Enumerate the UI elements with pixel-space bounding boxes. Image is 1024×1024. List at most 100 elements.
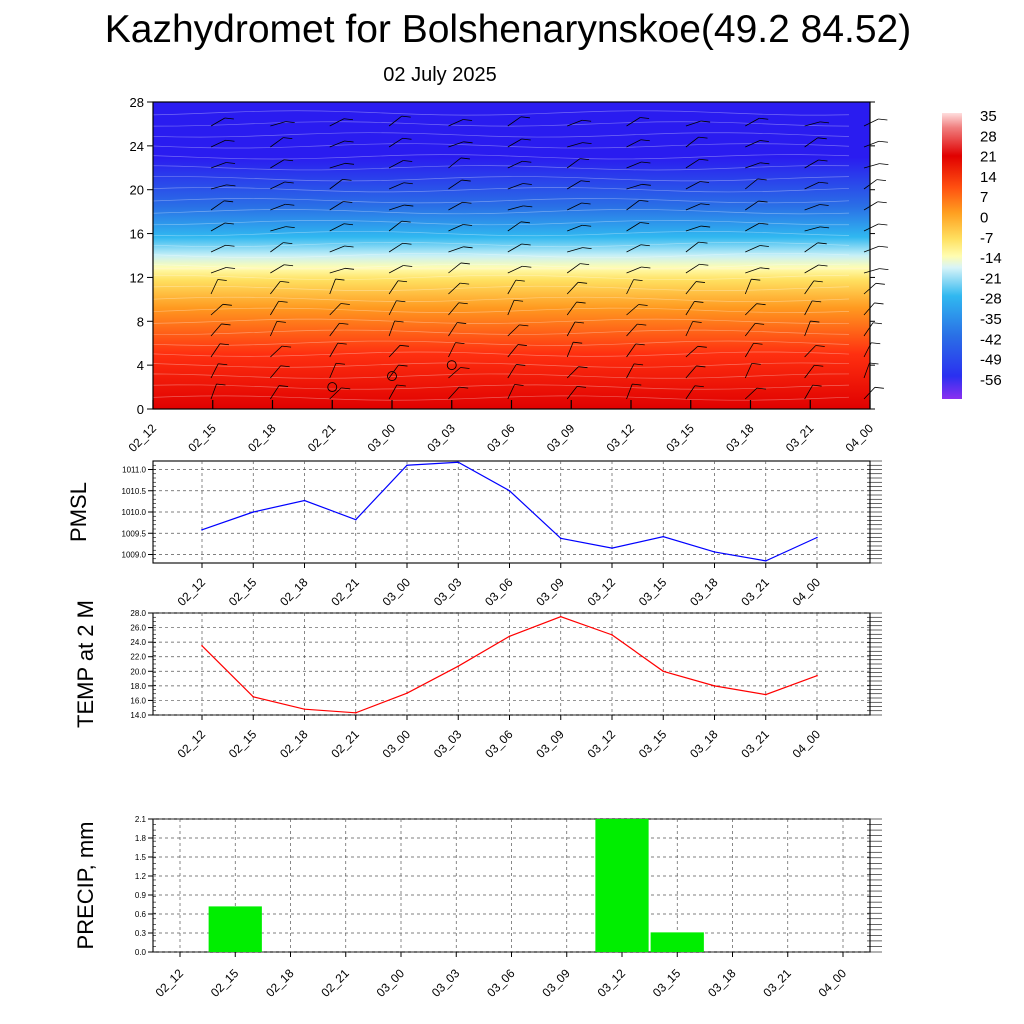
wind-barb-flag bbox=[461, 179, 471, 182]
wind-barb-staff bbox=[567, 224, 583, 232]
wind-barb-flag bbox=[878, 140, 888, 143]
wind-barb-staff bbox=[329, 303, 342, 316]
wind-barb-staff bbox=[685, 281, 697, 295]
ytick-label: 2.1 bbox=[135, 815, 147, 824]
wind-barb-flag bbox=[640, 244, 650, 247]
wind-barb-staff bbox=[685, 263, 700, 274]
data-point bbox=[559, 615, 562, 618]
wind-barb-flag bbox=[877, 201, 887, 204]
wind-barb-flag bbox=[580, 263, 590, 265]
ytick-label: 1010.5 bbox=[122, 487, 147, 496]
wind-barb-flag bbox=[632, 383, 642, 386]
wind-barb-flag bbox=[640, 139, 650, 142]
wind-barb-flag bbox=[695, 281, 706, 283]
data-point bbox=[816, 536, 818, 539]
wind-barb-staff bbox=[804, 280, 815, 295]
wind-barb-staff bbox=[566, 301, 577, 316]
wind-barb-staff bbox=[210, 184, 227, 190]
wind-barb-staff bbox=[863, 201, 878, 211]
wind-barb-staff bbox=[863, 163, 880, 169]
xtick-label: 02_21 bbox=[328, 727, 362, 761]
wind-barb-staff bbox=[863, 245, 880, 253]
wind-barb-staff bbox=[745, 162, 761, 169]
wind-barb-staff bbox=[210, 222, 226, 232]
isotherm-line bbox=[152, 165, 850, 171]
data-point bbox=[406, 692, 408, 694]
wind-barb-staff bbox=[270, 226, 286, 232]
wind-barb-flag bbox=[460, 157, 470, 160]
wind-barb-flag bbox=[341, 387, 351, 390]
wind-barb-staff bbox=[270, 301, 279, 316]
ytick-label: 1009.5 bbox=[122, 529, 147, 538]
ytick-label: 26.0 bbox=[130, 624, 146, 633]
wind-barb-flag bbox=[224, 117, 234, 120]
wind-barb-flag bbox=[755, 322, 765, 325]
wind-barb-flag bbox=[460, 262, 470, 265]
isotherm-line bbox=[152, 231, 850, 237]
wind-barb-flag bbox=[580, 158, 590, 160]
data-point bbox=[816, 674, 818, 677]
isotherm-line bbox=[152, 241, 850, 248]
data-point bbox=[611, 634, 613, 636]
wind-barb-staff bbox=[567, 119, 583, 127]
wind-barb-staff bbox=[388, 320, 395, 337]
isotherm-line bbox=[152, 340, 850, 346]
wind-barb-flag bbox=[337, 342, 347, 345]
precip-panel: 0.0 0.3 0.6 0.9 1.2 1.5 1.8 2.1 02_12 02_15 02_18 0… bbox=[73, 815, 882, 1000]
calm-wind-marker bbox=[446, 360, 457, 371]
wind-barb-staff bbox=[745, 178, 758, 190]
wind-barb-flag bbox=[399, 344, 410, 347]
wind-barb-staff bbox=[863, 322, 874, 337]
wind-barb-staff bbox=[448, 246, 464, 253]
wind-barb-flag bbox=[522, 183, 532, 185]
isotherm-line bbox=[152, 209, 850, 215]
wind-barb-staff bbox=[566, 263, 581, 274]
wind-barb-staff bbox=[448, 201, 463, 211]
xsec-xtick-label: 03_09 bbox=[544, 421, 578, 455]
colorbar-label: -35 bbox=[980, 311, 1002, 328]
wind-barb-flag bbox=[820, 121, 830, 124]
ytick-label: 0.0 bbox=[135, 948, 147, 957]
wind-barb-flag bbox=[344, 245, 354, 248]
wind-barb-staff bbox=[507, 279, 517, 295]
ytick-label: 16.0 bbox=[130, 696, 146, 705]
wind-barb-flag bbox=[514, 384, 524, 386]
wind-barb-flag bbox=[817, 242, 827, 245]
colorbar-label: 35 bbox=[980, 108, 997, 125]
ytick-label: 1.8 bbox=[135, 834, 147, 843]
data-point bbox=[508, 489, 511, 492]
data-point bbox=[354, 518, 357, 521]
wind-barb-flag bbox=[463, 141, 473, 144]
isotherm-line bbox=[152, 318, 850, 324]
wind-barb-flag bbox=[398, 364, 408, 367]
colorbar-label: 28 bbox=[980, 128, 997, 145]
wind-barb-staff bbox=[210, 200, 225, 211]
ytick-label: 1.2 bbox=[135, 872, 147, 881]
xtick-label: 03_15 bbox=[636, 727, 670, 761]
isotherm-line bbox=[152, 143, 850, 149]
ytick-label: 18.0 bbox=[130, 682, 146, 691]
wind-barb-flag bbox=[224, 200, 234, 203]
isotherm-line bbox=[152, 198, 850, 204]
wind-barb-staff bbox=[329, 162, 346, 169]
colorbar-label: -28 bbox=[980, 291, 1002, 308]
wind-barb-staff bbox=[448, 224, 464, 232]
xtick-label: 02_18 bbox=[263, 966, 297, 1000]
wind-barb-staff bbox=[566, 366, 579, 379]
wind-barb-staff bbox=[329, 363, 337, 379]
wind-barb-staff bbox=[685, 345, 699, 358]
wind-barb-staff bbox=[804, 137, 818, 148]
data-point bbox=[201, 644, 203, 647]
wind-barb-staff bbox=[685, 181, 701, 190]
wind-barb-flag bbox=[582, 142, 592, 144]
isotherm-line bbox=[152, 329, 850, 335]
isotherm-line bbox=[152, 307, 850, 313]
wind-barb-flag bbox=[516, 364, 526, 366]
wind-barb-staff bbox=[744, 363, 753, 379]
xsec-xtick-label: 03_06 bbox=[484, 421, 518, 455]
wind-barb-flag bbox=[278, 300, 288, 303]
wind-barb-staff bbox=[863, 362, 870, 379]
data-point bbox=[201, 529, 203, 531]
xsec-ytick-label: 4 bbox=[137, 358, 144, 373]
